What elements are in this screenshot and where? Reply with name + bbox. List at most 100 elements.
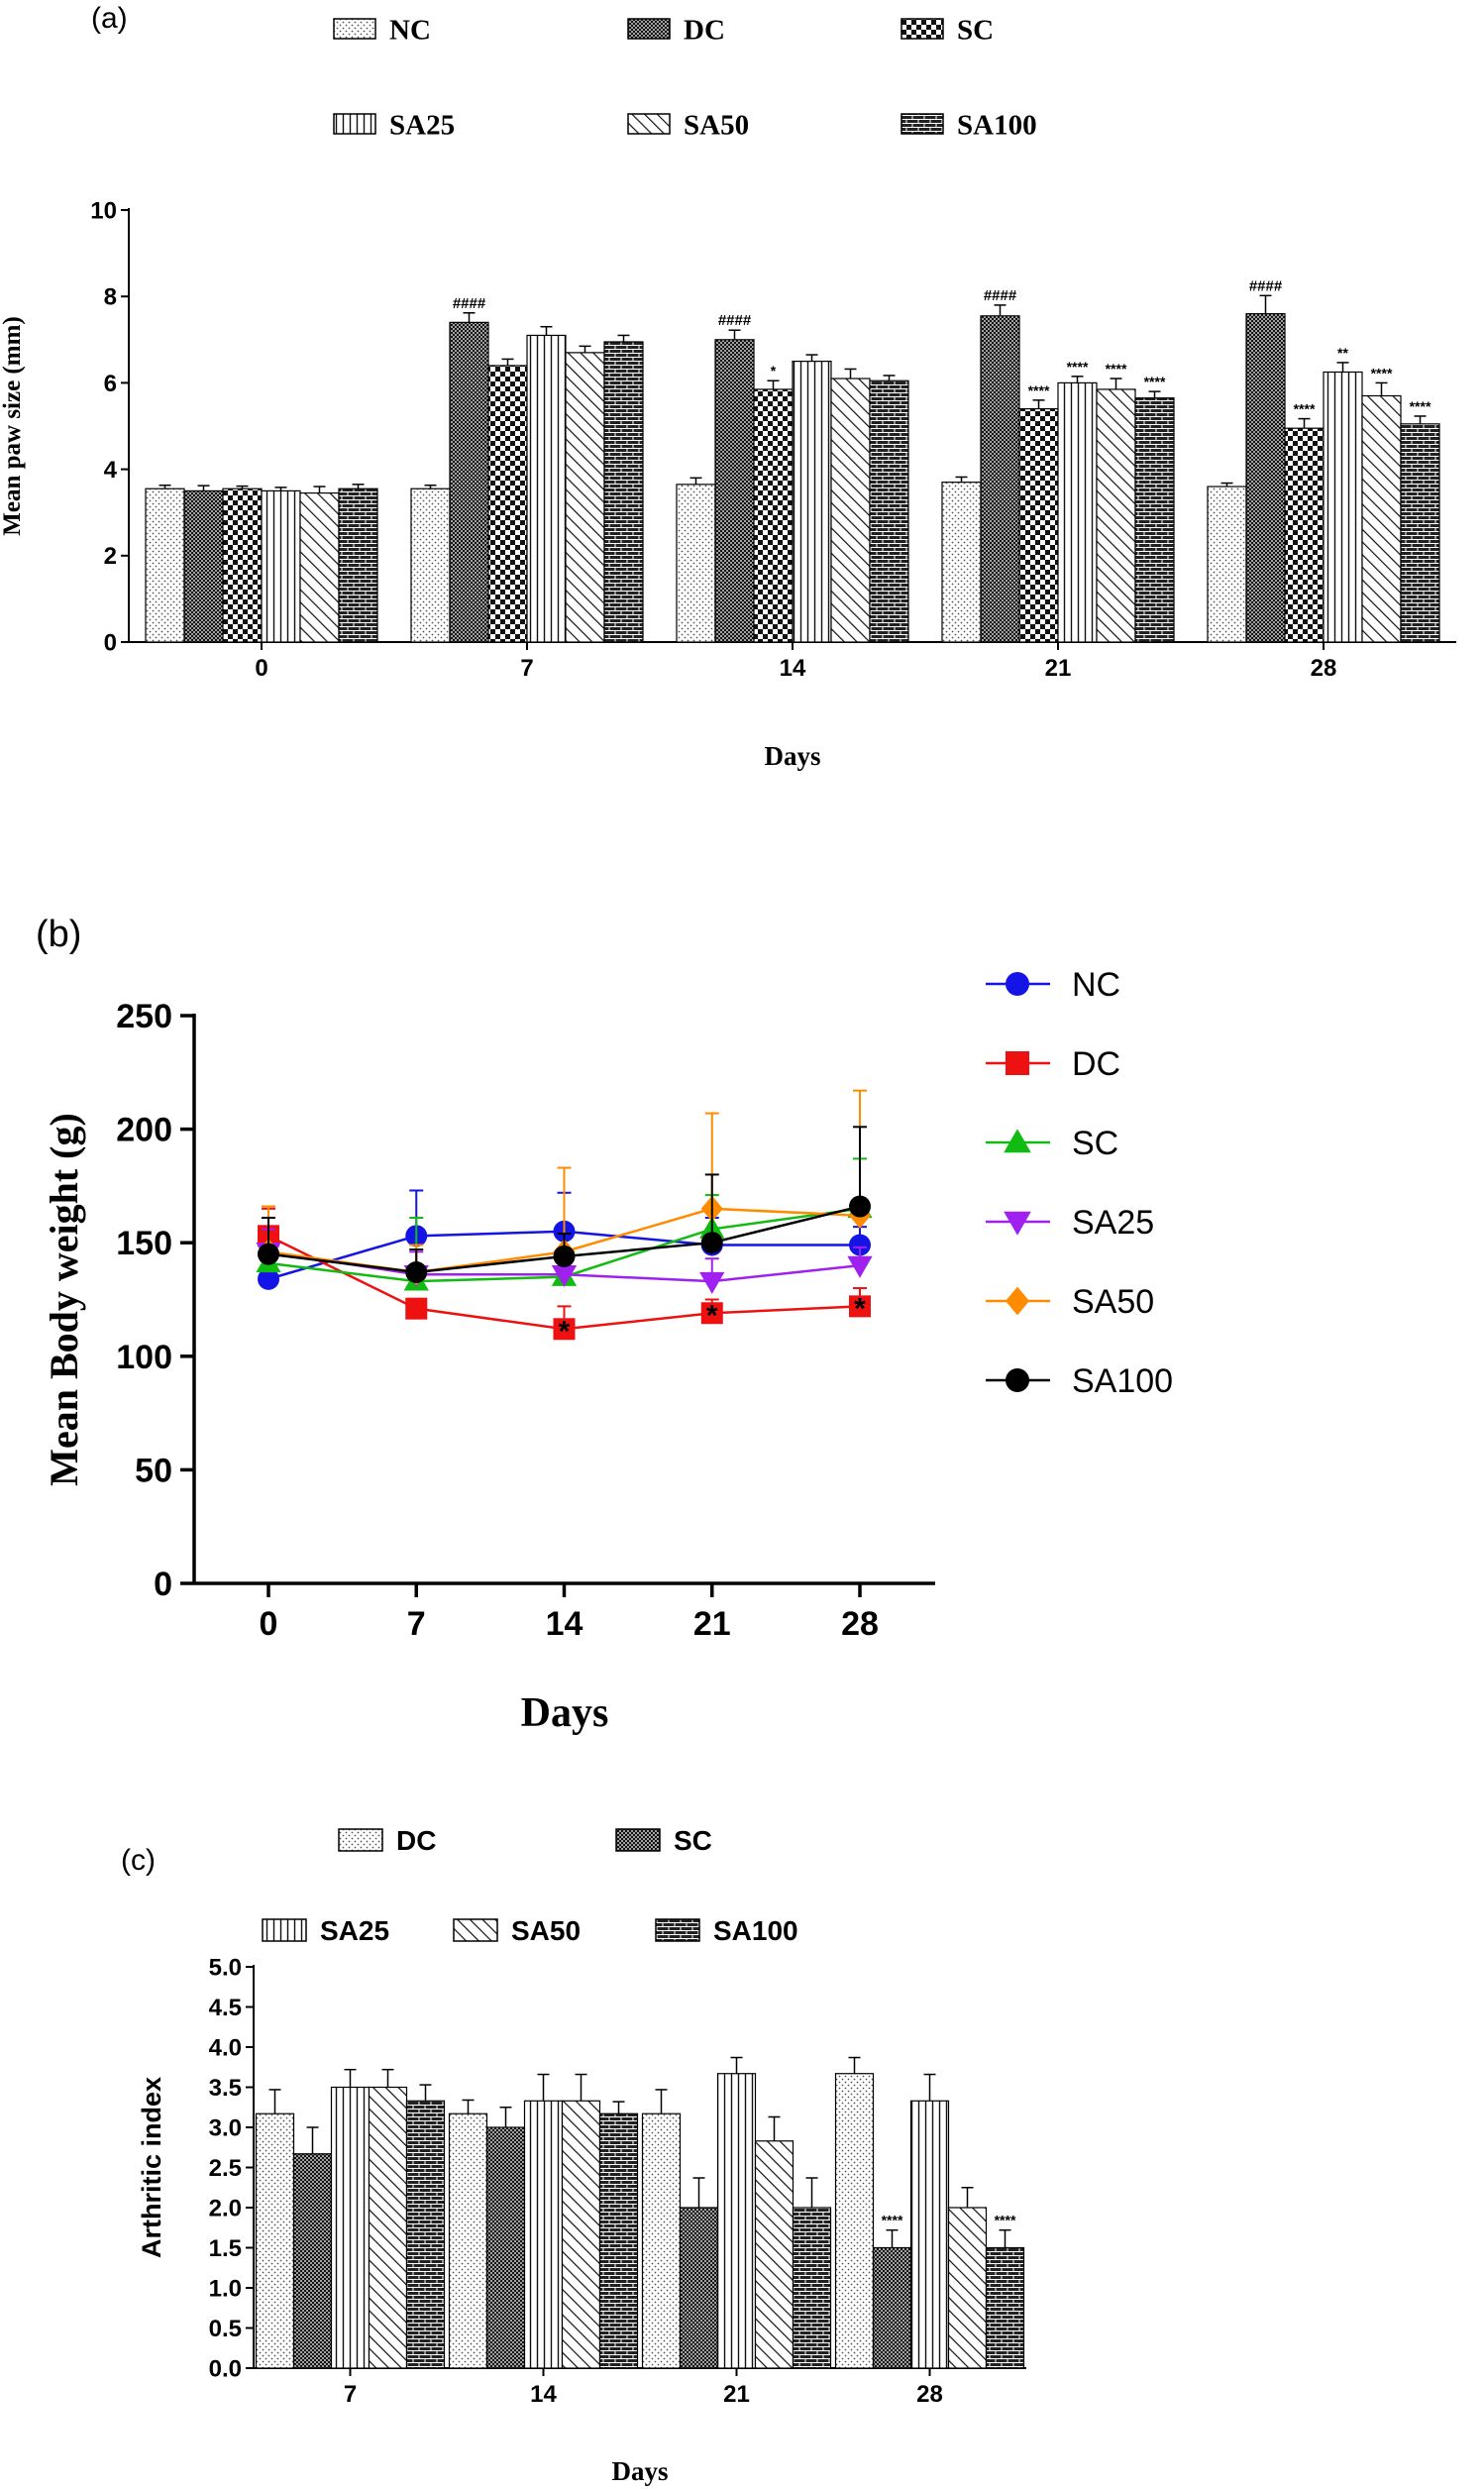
bar-sa25-day-28 bbox=[909, 2100, 950, 2369]
significance-label: #### bbox=[718, 312, 752, 329]
point-sa25-day-14 bbox=[551, 1264, 578, 1287]
bar-sa100-day-21 bbox=[1134, 397, 1175, 643]
y-tick-label: 5.0 bbox=[209, 1954, 242, 1981]
legend-label-nc: NC bbox=[389, 14, 431, 46]
legend-label-sa25: SA25 bbox=[1072, 1204, 1154, 1242]
legend-label-sc: SC bbox=[1072, 1125, 1118, 1162]
x-tick-label-7: 7 bbox=[407, 1605, 426, 1643]
bar-sa50-day-7 bbox=[368, 2086, 408, 2369]
x-tick-label-28: 28 bbox=[1311, 655, 1337, 682]
x-tick-label-28: 28 bbox=[916, 2381, 943, 2408]
legend-label-dc: DC bbox=[1072, 1045, 1120, 1083]
x-axis-label: Days bbox=[521, 1690, 609, 1736]
y-tick-label: 0.5 bbox=[209, 2316, 242, 2342]
x-axis-label: Days bbox=[611, 2456, 668, 2486]
bar-sa25-day-14 bbox=[792, 361, 832, 643]
y-tick-label: 0 bbox=[104, 629, 117, 656]
y-tick-label: 2.0 bbox=[209, 2195, 242, 2221]
significance-label: **** bbox=[1144, 374, 1166, 389]
x-tick-label-7: 7 bbox=[520, 655, 533, 682]
point-sa100-day-28 bbox=[849, 1195, 871, 1218]
bar-nc-day-7 bbox=[410, 487, 451, 643]
bar-sc-day-21 bbox=[679, 2207, 719, 2369]
point-dc-day-28 bbox=[849, 1295, 871, 1318]
bar-dc-day-14 bbox=[714, 339, 755, 643]
x-tick-label-21: 21 bbox=[723, 2381, 750, 2408]
bar-sc-day-14 bbox=[753, 388, 794, 643]
legend-marker-sa100 bbox=[1006, 1368, 1029, 1392]
point-sa100-day-0 bbox=[258, 1243, 279, 1265]
significance-label: * bbox=[706, 1299, 718, 1332]
bar-sa100-day-14 bbox=[598, 2112, 639, 2369]
significance-label: **** bbox=[1028, 382, 1050, 398]
y-tick-label: 0 bbox=[154, 1566, 172, 1603]
x-tick-label-21: 21 bbox=[693, 1605, 731, 1643]
x-tick-label-0: 0 bbox=[255, 655, 267, 682]
y-tick-label: 4.5 bbox=[209, 1995, 242, 2021]
bar-sc-day-28 bbox=[1284, 427, 1325, 643]
y-tick-label: 4 bbox=[104, 457, 118, 484]
y-tick-label: 8 bbox=[104, 284, 117, 311]
point-dc-day-21 bbox=[700, 1302, 723, 1325]
y-axis-label: Arthritic index bbox=[137, 2077, 166, 2258]
x-tick-label-0: 0 bbox=[260, 1605, 278, 1643]
bar-nc-day-28 bbox=[1207, 486, 1247, 643]
bar-sa50-day-14 bbox=[830, 378, 871, 643]
y-tick-label: 50 bbox=[135, 1452, 172, 1489]
bar-nc-day-0 bbox=[145, 487, 185, 643]
x-tick-label-21: 21 bbox=[1045, 655, 1072, 682]
bar-sc-day-7 bbox=[292, 2153, 333, 2369]
x-tick-label-14: 14 bbox=[780, 655, 806, 682]
bar-dc-day-21 bbox=[641, 2112, 682, 2369]
significance-label: **** bbox=[1067, 359, 1089, 375]
point-nc-day-28 bbox=[849, 1234, 871, 1256]
legend-swatch-sa25 bbox=[333, 113, 376, 135]
bar-sa50-day-21 bbox=[754, 2140, 795, 2369]
legend-swatch-sc bbox=[901, 18, 944, 40]
panel-c-label: (c) bbox=[121, 1844, 156, 1877]
y-tick-label: 100 bbox=[116, 1339, 172, 1376]
point-dc-day-14 bbox=[553, 1318, 576, 1341]
chart-b-body-weight: 0 50 100 150 200 250 0 7 14 21 28 Mean Body weight … bbox=[42, 966, 1173, 1736]
legend-label-sa100: SA100 bbox=[713, 1915, 798, 1946]
y-tick-label: 6 bbox=[104, 371, 117, 397]
x-tick-label-7: 7 bbox=[344, 2381, 357, 2408]
bar-dc-day-0 bbox=[183, 489, 224, 643]
bar-sa25-day-21 bbox=[1057, 381, 1098, 643]
significance-label: **** bbox=[1371, 365, 1393, 380]
bar-sa100-day-28 bbox=[985, 2246, 1025, 2369]
bar-sa25-day-7 bbox=[526, 334, 567, 643]
y-axis-label: Mean Body weight (g) bbox=[42, 1113, 86, 1486]
y-tick-label: 10 bbox=[90, 197, 117, 224]
y-tick-label: 3.5 bbox=[209, 2075, 242, 2102]
bar-sa25-day-28 bbox=[1323, 371, 1363, 643]
bar-sc-day-28 bbox=[872, 2246, 912, 2369]
bar-sa50-day-28 bbox=[1361, 394, 1402, 643]
x-tick-label-14: 14 bbox=[530, 2381, 557, 2408]
significance-label: * bbox=[559, 1315, 571, 1348]
bar-sa100-day-21 bbox=[792, 2207, 832, 2369]
point-sa100-day-21 bbox=[700, 1232, 723, 1254]
legend-swatch-sa50 bbox=[453, 1918, 498, 1942]
legend-swatch-dc bbox=[338, 1828, 383, 1852]
bar-sa100-day-14 bbox=[869, 379, 909, 643]
bar-sa50-day-14 bbox=[561, 2100, 601, 2369]
significance-label: * bbox=[771, 363, 777, 379]
bar-sa100-day-28 bbox=[1400, 423, 1440, 643]
bar-dc-day-28 bbox=[1245, 313, 1286, 643]
bar-sa25-day-14 bbox=[523, 2100, 564, 2369]
bar-dc-day-28 bbox=[834, 2073, 875, 2369]
legend-label-sa100: SA100 bbox=[1072, 1362, 1173, 1400]
legend-label-sc: SC bbox=[674, 1825, 712, 1856]
bar-sc-day-21 bbox=[1018, 407, 1059, 643]
bar-sa25-day-7 bbox=[330, 2086, 371, 2369]
significance-label: #### bbox=[984, 287, 1017, 304]
y-tick-label: 250 bbox=[116, 998, 172, 1035]
bar-dc-day-7 bbox=[449, 321, 489, 643]
legend-swatch-dc bbox=[627, 18, 671, 40]
bar-sa50-day-21 bbox=[1096, 388, 1136, 643]
legend-swatch-sa100 bbox=[901, 113, 944, 135]
bar-sc-day-0 bbox=[222, 487, 263, 643]
legend-marker-sa25 bbox=[1004, 1211, 1031, 1236]
legend-label-sa25: SA25 bbox=[389, 109, 455, 141]
